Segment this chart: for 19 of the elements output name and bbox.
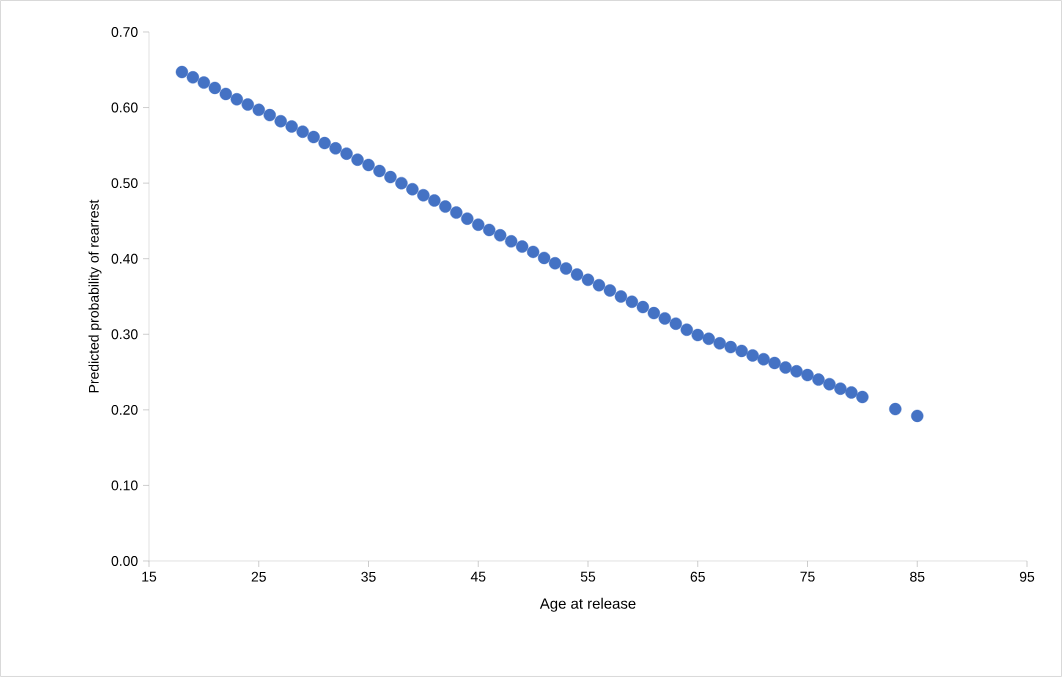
y-tick-label: 0.50 [111, 178, 138, 189]
x-tick-label: 95 [1019, 571, 1035, 582]
y-tick-label: 0.20 [111, 404, 138, 415]
x-tick-label: 65 [690, 571, 705, 582]
x-tick-label: 35 [361, 571, 376, 582]
y-tick-label: 0.30 [111, 329, 138, 340]
x-tick-label: 45 [470, 571, 486, 582]
x-tick-label: 25 [251, 571, 266, 582]
x-tick-label: 85 [910, 571, 925, 582]
x-tick-label: 15 [142, 571, 157, 582]
y-tick-label: 0.70 [111, 27, 138, 37]
x-tick-label: 75 [800, 571, 815, 582]
y-tick-label: 0.10 [111, 480, 138, 491]
y-axis-title: Predicted probability of rearrest [88, 199, 102, 393]
y-tick-label: 0.60 [111, 102, 138, 113]
y-tick-label: 0.00 [111, 556, 138, 566]
y-tick-label: 0.40 [111, 253, 138, 264]
x-tick-label: 55 [580, 571, 596, 582]
x-axis-title: Age at release [539, 597, 636, 612]
